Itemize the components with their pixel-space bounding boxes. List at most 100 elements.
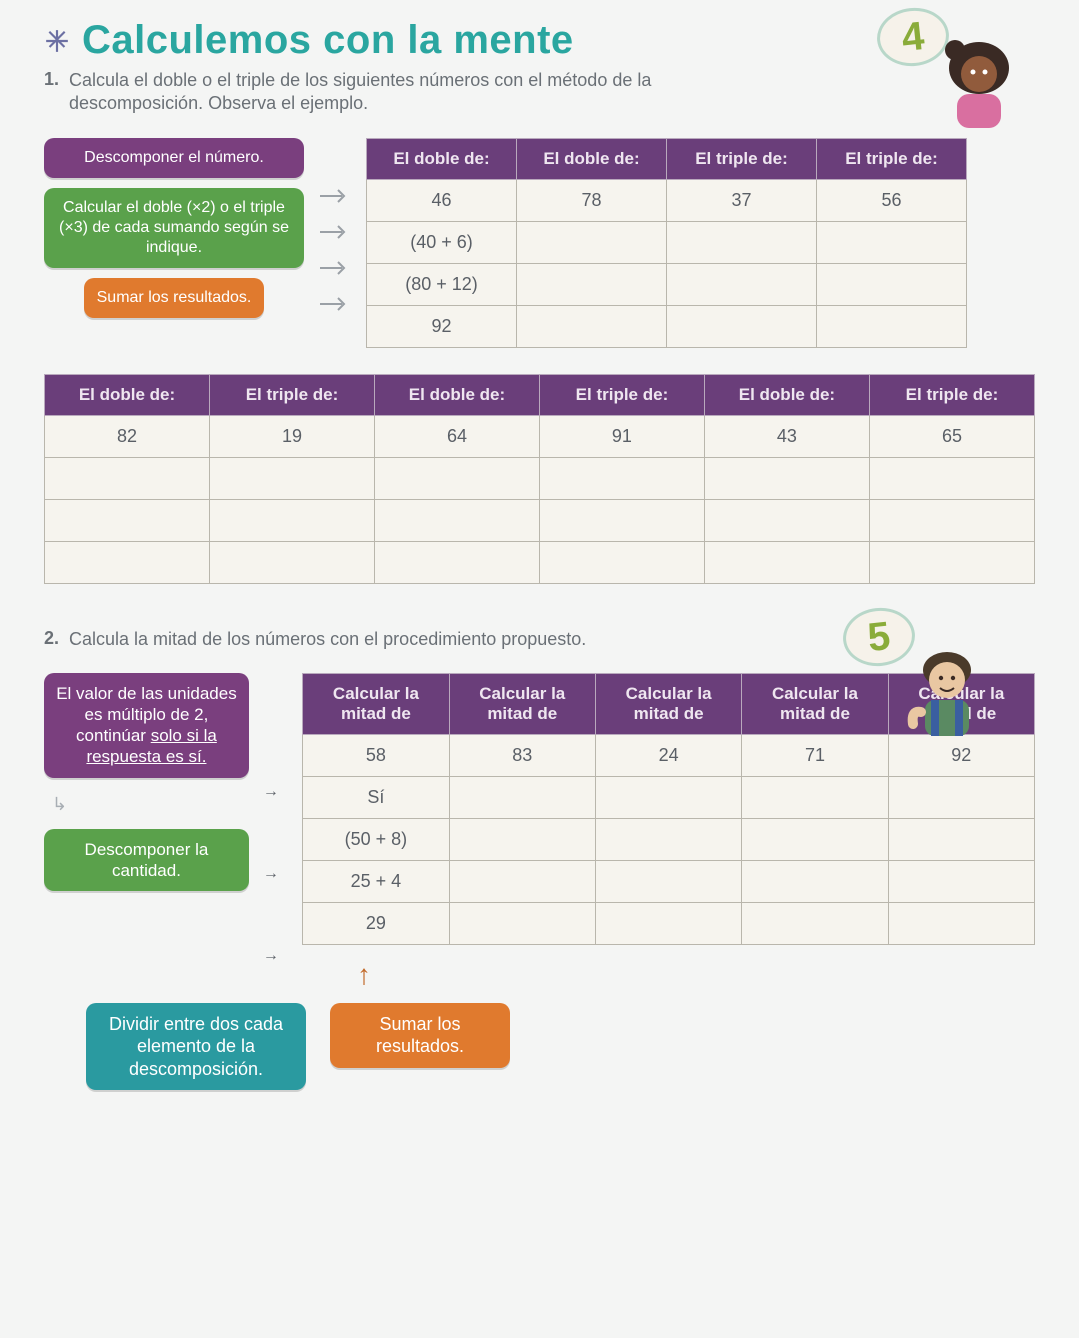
table-cell[interactable] bbox=[869, 458, 1034, 500]
table-cell[interactable] bbox=[449, 776, 595, 818]
down-arrow-icon: ↳ bbox=[52, 794, 249, 815]
table-cell[interactable] bbox=[209, 458, 374, 500]
table-cell[interactable] bbox=[539, 458, 704, 500]
table-cell[interactable] bbox=[888, 818, 1034, 860]
q2-flow-bottom: Dividir entre dos cada elemento de la de… bbox=[86, 1003, 1035, 1091]
table-header: El doble de: bbox=[45, 375, 210, 416]
flow-step-sum: Sumar los resultados. bbox=[84, 278, 264, 318]
table-cell[interactable] bbox=[374, 458, 539, 500]
table-cell[interactable] bbox=[517, 306, 667, 348]
table-cell[interactable] bbox=[595, 818, 741, 860]
q1-practice-table: El doble de: El triple de: El doble de: … bbox=[44, 374, 1035, 584]
table-cell[interactable]: 91 bbox=[539, 416, 704, 458]
table-header: El doble de: bbox=[367, 139, 517, 180]
bubble-number: 4 bbox=[900, 13, 927, 60]
table-cell[interactable] bbox=[667, 222, 817, 264]
table-cell[interactable]: 92 bbox=[888, 734, 1034, 776]
table-cell[interactable] bbox=[449, 860, 595, 902]
table-cell: Sí bbox=[303, 776, 449, 818]
table-cell[interactable] bbox=[817, 264, 967, 306]
table-cell[interactable] bbox=[374, 500, 539, 542]
table-cell[interactable] bbox=[742, 860, 888, 902]
flow-step-divide: Dividir entre dos cada elemento de la de… bbox=[86, 1003, 306, 1091]
table-cell[interactable] bbox=[742, 776, 888, 818]
table-cell[interactable]: 78 bbox=[517, 180, 667, 222]
table-cell[interactable] bbox=[817, 222, 967, 264]
table-cell[interactable] bbox=[704, 458, 869, 500]
flow-step-check-even: El valor de las unidades es múltiplo de … bbox=[44, 673, 249, 778]
table-header: El doble de: bbox=[704, 375, 869, 416]
girl-avatar-icon bbox=[939, 40, 1019, 130]
table-header: El doble de: bbox=[517, 139, 667, 180]
table-cell[interactable] bbox=[595, 860, 741, 902]
table-cell[interactable] bbox=[817, 306, 967, 348]
table-cell[interactable]: 82 bbox=[45, 416, 210, 458]
table-cell[interactable]: 37 bbox=[667, 180, 817, 222]
q2-number: 2. bbox=[44, 628, 59, 651]
table-cell[interactable] bbox=[209, 542, 374, 584]
flow-arrows bbox=[320, 138, 350, 332]
table-cell[interactable] bbox=[595, 902, 741, 944]
table-cell[interactable] bbox=[888, 776, 1034, 818]
table-cell[interactable] bbox=[539, 542, 704, 584]
q1-flow: Descomponer el número. Calcular el doble… bbox=[44, 138, 304, 318]
table-cell[interactable]: 83 bbox=[449, 734, 595, 776]
table-cell[interactable] bbox=[45, 500, 210, 542]
table-cell[interactable]: 43 bbox=[704, 416, 869, 458]
table-cell[interactable] bbox=[869, 500, 1034, 542]
table-cell[interactable] bbox=[449, 902, 595, 944]
table-header: El triple de: bbox=[209, 375, 374, 416]
table-cell[interactable] bbox=[888, 902, 1034, 944]
flow-step-sum: Sumar los resultados. bbox=[330, 1003, 510, 1068]
flow-arrows-2: → → → bbox=[263, 673, 288, 965]
table-cell[interactable] bbox=[539, 500, 704, 542]
table-cell[interactable] bbox=[704, 542, 869, 584]
table-header: Calcular la mitad de bbox=[449, 673, 595, 734]
table-cell: 92 bbox=[367, 306, 517, 348]
q1-number: 1. bbox=[44, 69, 59, 114]
table-header: Calcular la mitad de bbox=[595, 673, 741, 734]
table-header: El triple de: bbox=[817, 139, 967, 180]
flow-step-decompose: Descomponer la cantidad. bbox=[44, 829, 249, 892]
table-cell: (50 + 8) bbox=[303, 818, 449, 860]
table-cell[interactable] bbox=[888, 860, 1034, 902]
question-2: 2. Calcula la mitad de los números con e… bbox=[44, 628, 724, 651]
table-cell[interactable]: 64 bbox=[374, 416, 539, 458]
table-header: Calcular la mitad de bbox=[303, 673, 449, 734]
snowflake-icon bbox=[44, 28, 70, 54]
table-cell: 25 + 4 bbox=[303, 860, 449, 902]
table-cell[interactable]: 56 bbox=[817, 180, 967, 222]
table-cell[interactable] bbox=[517, 264, 667, 306]
table-cell: 46 bbox=[367, 180, 517, 222]
page-title: Calculemos con la mente bbox=[82, 18, 574, 63]
flow-step-decompose: Descomponer el número. bbox=[44, 138, 304, 178]
table-header: El triple de: bbox=[667, 139, 817, 180]
table-cell[interactable]: 65 bbox=[869, 416, 1034, 458]
table-cell[interactable] bbox=[742, 818, 888, 860]
table-cell: (40 + 6) bbox=[367, 222, 517, 264]
table-cell[interactable] bbox=[45, 542, 210, 584]
q2-flow: El valor de las unidades es múltiplo de … bbox=[44, 673, 249, 892]
table-cell[interactable]: 24 bbox=[595, 734, 741, 776]
table-cell[interactable] bbox=[595, 776, 741, 818]
boy-avatar-icon bbox=[907, 648, 987, 738]
table-cell[interactable] bbox=[704, 500, 869, 542]
table-cell[interactable] bbox=[449, 818, 595, 860]
table-cell[interactable]: 19 bbox=[209, 416, 374, 458]
table-cell[interactable] bbox=[517, 222, 667, 264]
up-arrow-icon: ↑ bbox=[344, 959, 384, 991]
table-cell[interactable] bbox=[374, 542, 539, 584]
q1-text: Calcula el doble o el triple de los sigu… bbox=[69, 69, 724, 114]
table-header: El triple de: bbox=[539, 375, 704, 416]
table-cell[interactable]: 71 bbox=[742, 734, 888, 776]
table-cell[interactable] bbox=[869, 542, 1034, 584]
table-cell[interactable] bbox=[742, 902, 888, 944]
table-header: El doble de: bbox=[374, 375, 539, 416]
table-cell[interactable] bbox=[45, 458, 210, 500]
table-cell: 29 bbox=[303, 902, 449, 944]
table-cell[interactable] bbox=[667, 264, 817, 306]
table-header: El triple de: bbox=[869, 375, 1034, 416]
bubble-number: 5 bbox=[866, 613, 893, 660]
table-cell[interactable] bbox=[667, 306, 817, 348]
table-cell[interactable] bbox=[209, 500, 374, 542]
